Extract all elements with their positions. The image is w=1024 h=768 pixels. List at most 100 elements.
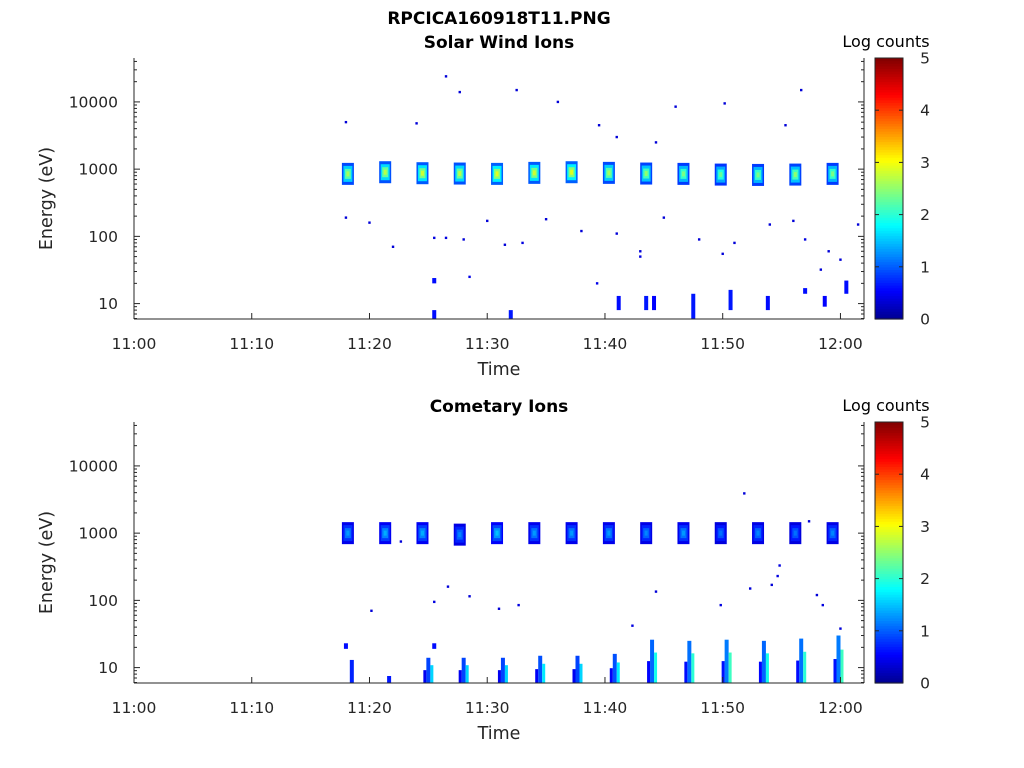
colorbar-cell bbox=[875, 183, 903, 187]
colorbar-cell bbox=[875, 594, 903, 598]
peak-blob bbox=[565, 522, 578, 545]
colorbar-cell bbox=[875, 251, 903, 255]
colorbar-cell bbox=[875, 596, 903, 601]
x-tick-label: 11:40 bbox=[583, 699, 628, 717]
colorbar-cell bbox=[875, 633, 903, 637]
bar-cell bbox=[504, 665, 508, 683]
colorbar-cell bbox=[875, 86, 903, 90]
colorbar-cell bbox=[875, 518, 903, 522]
x-tick-label: 11:30 bbox=[465, 699, 510, 717]
colorbar-cell bbox=[875, 562, 903, 567]
colorbar-cell bbox=[875, 429, 903, 434]
colorbar-cell bbox=[875, 266, 903, 271]
colorbar-cell bbox=[875, 500, 903, 504]
blob-cell bbox=[681, 530, 685, 536]
low-energy-bar bbox=[647, 639, 658, 683]
colorbar-cell bbox=[875, 269, 903, 273]
low-energy-bar bbox=[833, 635, 844, 683]
colorbar-cell bbox=[875, 94, 903, 98]
scatter-point bbox=[743, 492, 746, 495]
bar-cell bbox=[535, 669, 539, 683]
scatter-point bbox=[503, 243, 507, 246]
y-tick-label: 1000 bbox=[79, 525, 118, 543]
bar-cell bbox=[426, 657, 431, 683]
colorbar-cell bbox=[875, 311, 903, 315]
colorbar-cell bbox=[875, 131, 903, 135]
scatter-point bbox=[768, 223, 772, 226]
bar-cell bbox=[822, 295, 827, 307]
colorbar-tick-label: 5 bbox=[920, 414, 930, 432]
peak-blob bbox=[565, 161, 578, 184]
low-energy-bar bbox=[343, 643, 348, 649]
scatter-point bbox=[391, 245, 395, 248]
bar-cell bbox=[833, 659, 837, 683]
scatter-point bbox=[462, 238, 465, 241]
colorbar-cell bbox=[875, 112, 903, 117]
scatter-point bbox=[807, 520, 811, 523]
low-energy-bar bbox=[349, 659, 354, 683]
colorbar-cell bbox=[875, 316, 903, 320]
y-tick-label: 10000 bbox=[69, 93, 118, 111]
colorbar-cell bbox=[875, 607, 903, 611]
x-axis-label: Time bbox=[477, 360, 521, 380]
colorbar-cell bbox=[875, 651, 903, 655]
bar-cell bbox=[796, 660, 800, 683]
colorbar-cell bbox=[875, 162, 903, 166]
scatter-point bbox=[719, 603, 722, 607]
colorbar-cell bbox=[875, 649, 903, 653]
scatter-point bbox=[497, 607, 501, 610]
y-tick-label: 10 bbox=[98, 295, 118, 313]
scatter-point bbox=[639, 250, 642, 253]
peak-blob bbox=[341, 522, 354, 545]
colorbar-label: Log counts bbox=[842, 32, 929, 51]
colorbar-cell bbox=[875, 440, 903, 444]
scatter-point bbox=[778, 564, 781, 567]
peak-blob bbox=[714, 522, 727, 545]
data-layer bbox=[134, 58, 864, 319]
colorbar-cell bbox=[875, 279, 903, 284]
bar-cell bbox=[500, 657, 505, 683]
colorbar-cell bbox=[875, 290, 903, 294]
data-layer bbox=[134, 422, 864, 683]
blob-cell bbox=[383, 530, 387, 536]
low-energy-bar bbox=[803, 288, 808, 294]
y-tick-label: 100 bbox=[88, 592, 118, 610]
colorbar-cell bbox=[875, 654, 903, 658]
colorbar-frame bbox=[874, 57, 904, 320]
colorbar-cell bbox=[875, 659, 903, 663]
colorbar-cell bbox=[875, 531, 903, 535]
blob-cell bbox=[607, 170, 611, 176]
colorbar-cell bbox=[875, 586, 903, 590]
low-energy-bar bbox=[822, 295, 827, 307]
colorbar-cell bbox=[875, 305, 903, 310]
colorbar-cell bbox=[875, 526, 903, 530]
scatter-point bbox=[544, 218, 548, 221]
blob-cell bbox=[420, 530, 424, 536]
blob-cell bbox=[793, 172, 797, 178]
blob-cell bbox=[570, 530, 574, 536]
colorbar-cell bbox=[875, 583, 903, 588]
colorbar-cell bbox=[875, 609, 903, 614]
colorbar-cell bbox=[875, 568, 903, 572]
colorbar-cell bbox=[875, 672, 903, 676]
colorbar-cell bbox=[875, 81, 903, 85]
blob-cell bbox=[607, 530, 611, 536]
colorbar-tick-label: 3 bbox=[920, 154, 930, 172]
colorbar-cell bbox=[875, 300, 903, 304]
bar-cell bbox=[432, 310, 437, 319]
x-tick-label: 11:20 bbox=[347, 699, 392, 717]
bar-cell bbox=[423, 670, 427, 683]
scatter-point bbox=[631, 624, 634, 627]
scatter-point bbox=[723, 102, 726, 105]
colorbar-cell bbox=[875, 292, 903, 297]
scatter-point bbox=[662, 216, 666, 219]
colorbar-cell bbox=[875, 201, 903, 205]
blob-cell bbox=[644, 530, 648, 536]
colorbar-cell bbox=[875, 243, 903, 247]
peak-blob bbox=[416, 162, 429, 185]
y-tick-label: 100 bbox=[88, 228, 118, 246]
scatter-point bbox=[517, 603, 520, 607]
